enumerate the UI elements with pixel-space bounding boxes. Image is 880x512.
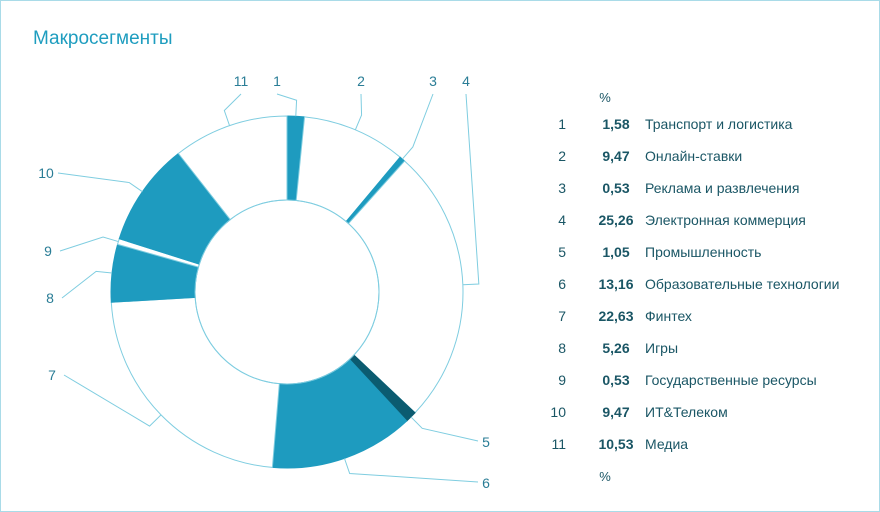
callout-labels: 1 2 3 4 5 6 7 8 9 10 11 — [38, 73, 490, 491]
callout-line-11 — [223, 93, 242, 126]
legend-row-label: Промышленность — [645, 244, 762, 260]
legend-row-label: Медиа — [645, 436, 689, 452]
legend-row-value: 22,63 — [598, 308, 634, 324]
donut-inner-ring — [194, 199, 380, 385]
legend-row: 8 5,26 Игры — [540, 340, 870, 362]
callout-lines — [57, 93, 480, 483]
legend-row-number: 5 — [558, 244, 566, 260]
legend-row-label: ИТ&Телеком — [645, 404, 728, 420]
legend-row-value: 5,26 — [602, 340, 630, 356]
callout-label-6: 6 — [482, 475, 490, 491]
legend-row-number: 8 — [558, 340, 566, 356]
callout-label-5: 5 — [482, 434, 490, 450]
callout-line-5 — [410, 416, 479, 442]
legend-row-value: 0,53 — [602, 372, 630, 388]
legend-row: 11 10,53 Медиа — [540, 436, 870, 458]
callout-label-11: 11 — [234, 73, 249, 89]
legend-row-value: 9,47 — [602, 148, 630, 164]
legend-row-number: 4 — [558, 212, 566, 228]
callout-line-10 — [57, 172, 143, 193]
legend-row-label: Реклама и развлечения — [645, 180, 800, 196]
legend-row-value: 25,26 — [598, 212, 634, 228]
legend-row: 3 0,53 Реклама и развлечения — [540, 180, 870, 202]
legend-row: 1 1,58 Транспорт и логистика — [540, 116, 870, 138]
legend-row-label: Государственные ресурсы — [645, 372, 817, 388]
legend-row: 4 25,26 Электронная коммерция — [540, 212, 870, 234]
legend-row-value: 13,16 — [598, 276, 634, 292]
legend-row-label: Онлайн-ставки — [645, 148, 743, 164]
callout-line-7 — [63, 374, 162, 427]
legend-row: 2 9,47 Онлайн-ставки — [540, 148, 870, 170]
callout-label-9: 9 — [44, 243, 52, 259]
legend-row-number: 9 — [558, 372, 566, 388]
callout-label-4: 4 — [462, 73, 470, 89]
legend-row-number: 6 — [558, 276, 566, 292]
legend-row-label: Электронная коммерция — [645, 212, 806, 228]
legend-row: 9 0,53 Государственные ресурсы — [540, 372, 870, 394]
chart-title: Макросегменты — [33, 28, 173, 49]
legend-row-label: Образовательные технологии — [645, 276, 840, 292]
callout-line-9 — [59, 236, 119, 252]
callout-line-2 — [354, 93, 363, 131]
donut-slice-7 — [110, 296, 280, 468]
legend-row-label: Игры — [645, 340, 679, 356]
legend-row-value: 1,58 — [602, 116, 630, 132]
legend-row-number: 7 — [558, 308, 566, 324]
legend-row-label: Финтех — [645, 308, 692, 324]
callout-label-7: 7 — [48, 367, 56, 383]
callout-line-1 — [276, 93, 298, 117]
callout-label-10: 10 — [38, 165, 54, 181]
legend-row-number: 2 — [558, 148, 566, 164]
callout-line-6 — [343, 458, 479, 483]
legend-row-value: 10,53 — [598, 436, 634, 452]
callout-line-8 — [61, 270, 113, 299]
legend-footer-unit: % — [599, 469, 611, 484]
legend-row-number: 3 — [558, 180, 566, 196]
callout-label-3: 3 — [429, 73, 437, 89]
callout-label-2: 2 — [357, 73, 365, 89]
legend-row-number: 10 — [550, 404, 566, 420]
legend-row: 6 13,16 Образовательные технологии — [540, 276, 870, 298]
legend-row: 5 1,05 Промышленность — [540, 244, 870, 266]
legend-row: 10 9,47 ИТ&Телеком — [540, 404, 870, 426]
callout-label-1: 1 — [273, 73, 281, 89]
legend-row-label: Транспорт и логистика — [645, 116, 793, 132]
legend-row-value: 1,05 — [602, 244, 630, 260]
legend-header-unit: % — [599, 90, 611, 105]
callout-label-8: 8 — [46, 290, 54, 306]
legend-row: 7 22,63 Финтех — [540, 308, 870, 330]
callout-line-4 — [462, 93, 480, 286]
donut-slices — [110, 115, 464, 469]
legend-row-value: 0,53 — [602, 180, 630, 196]
callout-line-3 — [401, 93, 434, 160]
legend-row-value: 9,47 — [602, 404, 630, 420]
legend-row-number: 1 — [558, 116, 566, 132]
legend-row-number: 11 — [551, 436, 566, 452]
